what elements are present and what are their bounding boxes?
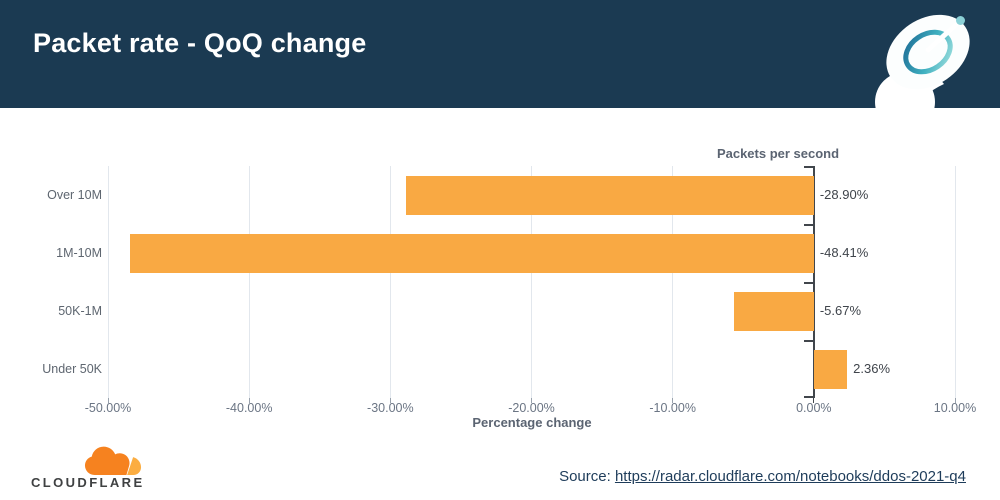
x-tick-label: 0.00% <box>796 401 832 415</box>
x-tick <box>672 398 674 403</box>
zero-axis-tick <box>803 282 813 284</box>
bar <box>405 175 814 215</box>
gridline <box>531 166 532 398</box>
x-axis-title: Percentage change <box>472 415 592 430</box>
zero-axis-tick <box>803 340 813 342</box>
chart-series-title: Packets per second <box>716 146 840 161</box>
gridline <box>248 166 250 398</box>
cloudflare-wordmark: CLOUDFLARE <box>31 475 145 490</box>
category-label: 1M-10M <box>56 246 102 260</box>
zero-axis-line <box>812 166 815 398</box>
source-label: Source: <box>559 468 615 485</box>
gridline <box>672 166 674 398</box>
source-link[interactable]: https://radar.cloudflare.com/notebooks/d… <box>614 468 966 485</box>
gridline <box>107 166 109 398</box>
bar <box>130 233 814 273</box>
x-tick <box>248 398 250 403</box>
x-tick-label: -50.00% <box>84 401 132 415</box>
bar-value-label: -28.90% <box>819 187 869 202</box>
x-axis: -50.00% -40.00% -30.00% -20.00% -10.00% 0.00%… <box>0 398 1000 434</box>
zero-axis-tick <box>803 166 813 168</box>
bar-value-label: -5.67% <box>819 303 862 318</box>
x-tick <box>813 398 815 403</box>
category-axis: Over 10M 1M-10M 50K-1M Under 50K <box>0 166 102 398</box>
source-line: Source: https://radar.cloudflare.com/not… <box>559 468 966 485</box>
x-tick-label: -10.00% <box>649 401 696 415</box>
category-label: Over 10M <box>47 188 102 202</box>
x-tick <box>531 398 532 403</box>
x-tick <box>107 398 109 403</box>
satellite-dish-icon <box>875 14 970 108</box>
bar <box>813 349 848 389</box>
plot-area: -28.90% -48.41% -5.67% 2.36% <box>107 166 956 398</box>
bar <box>733 291 814 331</box>
category-label: 50K-1M <box>58 304 102 318</box>
gridline <box>389 166 391 398</box>
x-tick-label: -20.00% <box>508 401 555 415</box>
bar-value-label: -48.41% <box>819 245 869 260</box>
x-tick-label: 10.00% <box>933 401 977 415</box>
x-tick-label: -30.00% <box>367 401 414 415</box>
bar-value-label: 2.36% <box>853 361 891 376</box>
gridline <box>954 166 956 398</box>
cloudflare-logo-icon <box>84 446 142 476</box>
category-label: Under 50K <box>42 362 102 376</box>
page-title: Packet rate - QoQ change <box>33 28 367 58</box>
x-tick-label: -40.00% <box>225 401 273 415</box>
x-tick <box>389 398 391 403</box>
zero-axis-tick <box>803 396 813 398</box>
zero-axis-tick <box>803 224 813 226</box>
header-banner: Packet rate - QoQ change <box>0 0 1000 108</box>
x-tick <box>954 398 956 403</box>
